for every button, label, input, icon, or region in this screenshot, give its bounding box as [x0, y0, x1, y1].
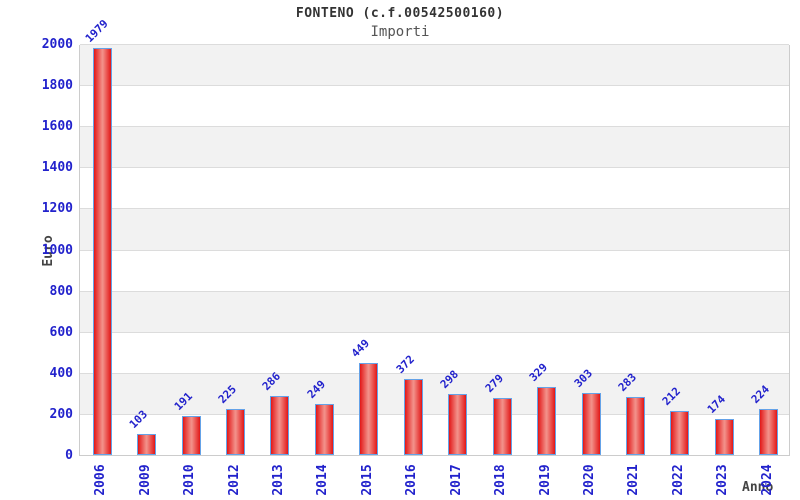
- plot-band: [80, 290, 789, 332]
- plot-band: [80, 85, 789, 126]
- gridline: [80, 372, 789, 374]
- gridline: [80, 44, 789, 45]
- y-tick-label: 1800: [41, 78, 73, 94]
- bar-2023: [714, 419, 734, 455]
- x-tick-label: 2013: [270, 464, 286, 496]
- y-tick-label: 0: [65, 448, 73, 463]
- y-tick-label: 1400: [41, 160, 73, 176]
- x-tick-label: 2023: [715, 464, 731, 496]
- chart-title: FONTENO (c.f.00542500160): [295, 6, 505, 21]
- y-tick-label: 1200: [41, 201, 73, 217]
- plot-band: [80, 167, 789, 208]
- plot-area: 1979 103 191 225 286 249 449 372 298 279 329 303 283…: [79, 17, 790, 456]
- bar-2012: [226, 408, 246, 455]
- y-tick-label: 400: [49, 365, 73, 381]
- bar-2015: [359, 362, 379, 455]
- gridline: [80, 290, 789, 292]
- gridline: [80, 208, 789, 210]
- y-tick-label: 2000: [41, 37, 73, 52]
- bar-2016: [403, 378, 423, 455]
- plot-band: [80, 332, 789, 373]
- plot-band: [80, 126, 789, 168]
- x-tick-label: 2012: [226, 464, 242, 496]
- x-tick-label: 2014: [315, 464, 331, 496]
- bar-2006: [92, 48, 112, 455]
- x-tick-label: 2016: [404, 464, 420, 496]
- x-tick-label: 2015: [359, 464, 375, 496]
- gridline: [80, 126, 789, 128]
- x-tick-label: 2010: [182, 464, 198, 496]
- y-tick-label: 1000: [41, 242, 73, 258]
- y-tick-label: 200: [49, 406, 73, 422]
- gridline: [80, 167, 789, 169]
- y-tick-label: 800: [49, 283, 73, 299]
- bar-2019: [537, 387, 557, 455]
- gridline: [80, 331, 789, 333]
- plot-band: [80, 208, 789, 250]
- bar-2018: [492, 397, 512, 455]
- x-tick-label: 2024: [759, 464, 775, 496]
- x-tick-label: 2017: [448, 464, 464, 496]
- y-tick-label: 600: [49, 324, 73, 340]
- plot-band: [80, 250, 789, 291]
- gridline: [80, 413, 789, 415]
- bar-2010: [181, 415, 201, 455]
- y-tick-label: 1600: [41, 119, 73, 135]
- bar-2009: [137, 433, 157, 455]
- x-tick-label: 2009: [137, 464, 153, 496]
- x-tick-label: 2018: [493, 464, 509, 496]
- bar-2020: [581, 392, 601, 455]
- bar-2021: [625, 396, 645, 455]
- gridline: [80, 249, 789, 251]
- x-tick-label: 2020: [582, 464, 598, 496]
- x-axis-title: Anno: [742, 480, 774, 495]
- x-tick-label: 2019: [537, 464, 553, 496]
- x-tick-label: 2006: [93, 464, 109, 496]
- plot-band: [80, 44, 789, 86]
- bar-2022: [670, 411, 690, 455]
- x-tick-label: 2022: [670, 464, 686, 496]
- bar-2014: [314, 403, 334, 455]
- plot-band: [80, 372, 789, 414]
- x-tick-label: 2021: [626, 464, 642, 496]
- bar-2024: [759, 408, 779, 455]
- gridline: [80, 85, 789, 87]
- bar-2013: [270, 396, 290, 455]
- bar-2017: [448, 393, 468, 455]
- chart-subtitle: Importi: [370, 24, 430, 40]
